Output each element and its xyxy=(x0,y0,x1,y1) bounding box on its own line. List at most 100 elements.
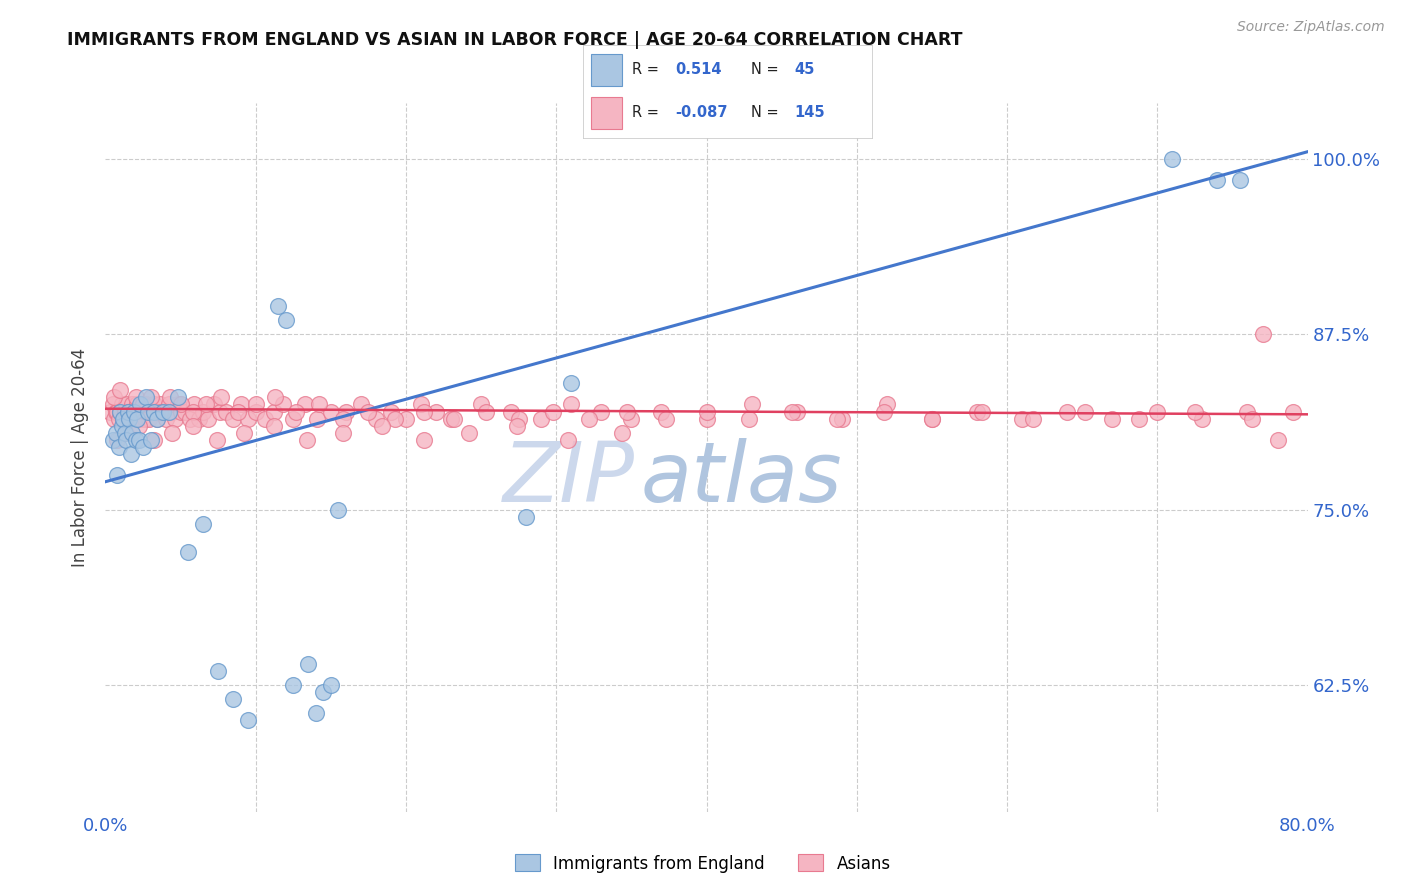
Point xyxy=(132,440,155,454)
Point xyxy=(114,425,136,440)
Point xyxy=(181,418,204,433)
Point xyxy=(831,411,853,425)
Point xyxy=(179,411,201,425)
Point xyxy=(129,411,152,425)
Point xyxy=(103,411,125,425)
Point xyxy=(264,391,287,405)
Point xyxy=(1056,404,1078,418)
Point xyxy=(148,397,170,411)
Point xyxy=(1267,433,1289,447)
Point xyxy=(1101,411,1123,425)
Point xyxy=(335,404,357,418)
Point xyxy=(101,397,124,411)
Point xyxy=(120,404,142,418)
Point xyxy=(124,411,146,425)
Point xyxy=(285,404,308,418)
Point xyxy=(205,433,228,447)
Text: atlas: atlas xyxy=(640,438,842,519)
Point xyxy=(1251,327,1274,342)
Point xyxy=(409,397,432,411)
Point xyxy=(117,404,139,418)
Text: -0.087: -0.087 xyxy=(676,105,728,120)
Point xyxy=(541,404,564,418)
Point xyxy=(125,411,148,425)
Point xyxy=(350,397,373,411)
Point xyxy=(650,404,672,418)
Point xyxy=(305,706,328,721)
Point xyxy=(115,433,138,447)
Point xyxy=(159,391,181,405)
Point xyxy=(283,678,305,692)
Point xyxy=(138,411,160,425)
Point xyxy=(207,665,229,679)
Point xyxy=(208,404,231,418)
Legend: Immigrants from England, Asians: Immigrants from England, Asians xyxy=(509,847,897,880)
Point xyxy=(104,425,127,440)
Point xyxy=(174,404,197,418)
Point xyxy=(122,404,145,418)
Point xyxy=(696,404,718,418)
Point xyxy=(591,404,613,418)
Point xyxy=(103,391,125,405)
Point xyxy=(169,397,191,411)
Point xyxy=(395,411,418,425)
Point xyxy=(655,411,678,425)
Point xyxy=(110,384,132,398)
Point xyxy=(578,411,600,425)
Point xyxy=(620,411,643,425)
Point xyxy=(134,411,156,425)
Point xyxy=(1161,152,1184,166)
Point xyxy=(183,397,205,411)
Point xyxy=(1240,411,1263,425)
Text: R =: R = xyxy=(633,105,659,120)
Point xyxy=(283,411,305,425)
Point xyxy=(780,404,803,418)
Point xyxy=(131,397,153,411)
Point xyxy=(108,411,131,425)
Point xyxy=(443,411,465,425)
Point xyxy=(101,433,124,447)
Point xyxy=(384,411,406,425)
Point xyxy=(197,411,219,425)
Point xyxy=(560,376,582,391)
Point xyxy=(616,404,638,418)
Point xyxy=(560,397,582,411)
Point xyxy=(111,418,134,433)
Point xyxy=(209,391,232,405)
Point xyxy=(155,411,177,425)
Point xyxy=(271,397,294,411)
Point xyxy=(136,404,159,418)
Point xyxy=(166,397,188,411)
Point xyxy=(222,411,245,425)
Point xyxy=(253,411,276,425)
Point xyxy=(128,433,150,447)
Point xyxy=(737,411,759,425)
Point xyxy=(135,391,157,405)
Point xyxy=(110,404,132,418)
Point xyxy=(357,404,380,418)
Point xyxy=(177,545,200,559)
Point xyxy=(232,425,254,440)
Point xyxy=(111,397,134,411)
Point xyxy=(294,397,316,411)
Point xyxy=(145,411,167,425)
Point xyxy=(160,425,183,440)
Point xyxy=(295,433,318,447)
Point xyxy=(238,714,260,728)
Point xyxy=(741,397,763,411)
Point xyxy=(142,433,165,447)
Point xyxy=(122,404,145,418)
Point xyxy=(129,397,152,411)
Point xyxy=(112,411,135,425)
Text: 0.514: 0.514 xyxy=(676,62,723,78)
Point xyxy=(145,411,167,425)
Point xyxy=(530,411,553,425)
Point xyxy=(114,404,136,418)
Text: Source: ZipAtlas.com: Source: ZipAtlas.com xyxy=(1237,20,1385,34)
Point xyxy=(107,433,129,447)
Point xyxy=(139,433,162,447)
Point xyxy=(440,411,463,425)
Point xyxy=(136,404,159,418)
Point xyxy=(139,391,162,405)
Text: R =: R = xyxy=(633,62,659,78)
